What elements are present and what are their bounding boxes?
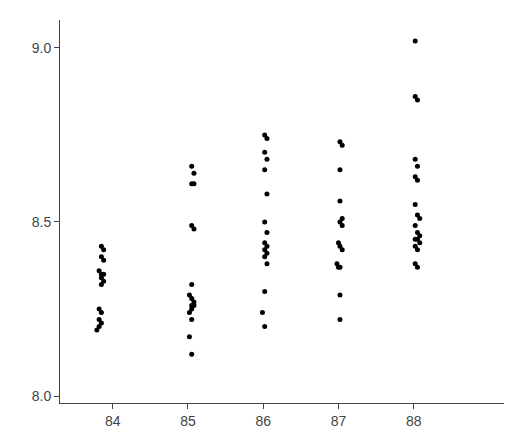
svg-text:87: 87 <box>331 413 347 429</box>
svg-text:86: 86 <box>255 413 271 429</box>
svg-text:9.0: 9.0 <box>32 40 52 56</box>
svg-text:88: 88 <box>406 413 422 429</box>
svg-text:85: 85 <box>180 413 196 429</box>
svg-text:84: 84 <box>105 413 121 429</box>
svg-text:8.5: 8.5 <box>32 214 52 230</box>
svg-text:8.0: 8.0 <box>32 388 52 404</box>
